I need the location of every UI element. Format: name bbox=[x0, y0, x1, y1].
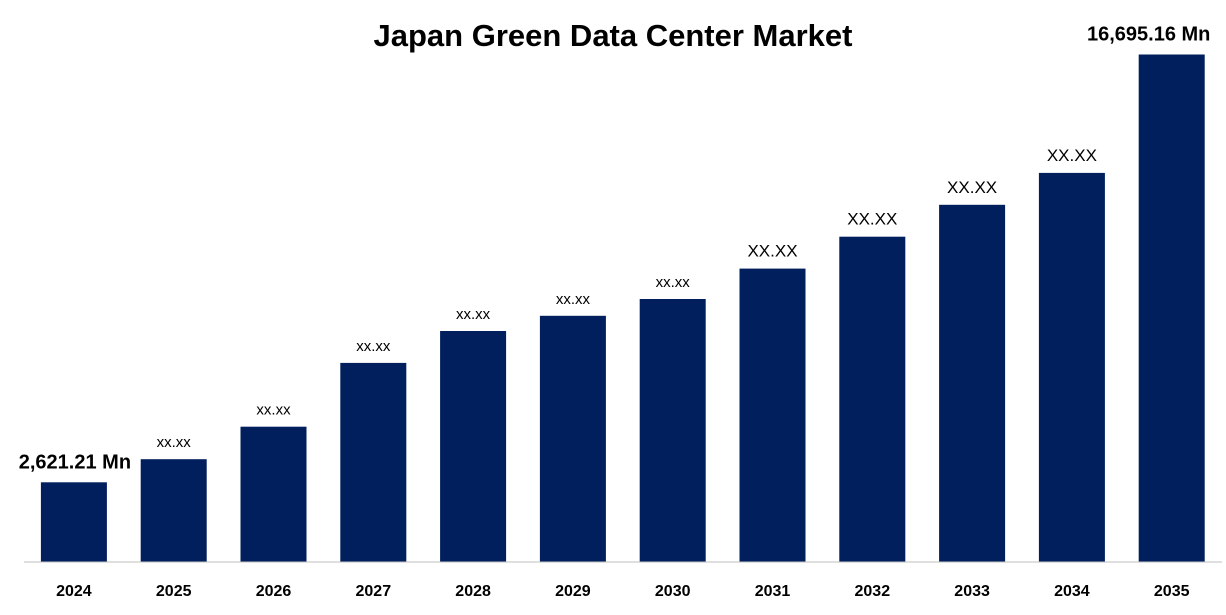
bar-2032 bbox=[839, 236, 906, 562]
bar-2034 bbox=[1038, 172, 1105, 562]
data-label-2024: 2,621.21 Mn bbox=[19, 451, 131, 473]
data-label-2029: xx.xx bbox=[556, 291, 591, 308]
bar-2027 bbox=[340, 362, 407, 562]
bar-2033 bbox=[939, 204, 1006, 563]
x-tick-labels-group: 2024 2025 2026 2027 2028 2029 2030 2031 2032 2033… bbox=[56, 583, 1189, 600]
bar-2028 bbox=[440, 331, 507, 562]
bar-2029 bbox=[539, 315, 606, 562]
chart-title: Japan Green Data Center Market bbox=[373, 18, 853, 53]
data-label-2034: XX.XX bbox=[1047, 146, 1097, 165]
x-tick-label-2034: 2034 bbox=[1054, 583, 1090, 600]
x-tick-label-2032: 2032 bbox=[855, 583, 891, 600]
bar-2026 bbox=[240, 426, 307, 562]
x-tick-label-2029: 2029 bbox=[555, 583, 591, 600]
data-label-2028: xx.xx bbox=[456, 306, 491, 323]
data-label-2025: xx.xx bbox=[157, 434, 192, 451]
x-tick-label-2035: 2035 bbox=[1154, 583, 1190, 600]
data-label-2026: xx.xx bbox=[256, 402, 291, 419]
bar-2031 bbox=[739, 268, 806, 562]
x-tick-label-2033: 2033 bbox=[954, 583, 990, 600]
bar-2035 bbox=[1138, 54, 1205, 562]
x-tick-label-2024: 2024 bbox=[56, 583, 92, 600]
x-tick-label-2025: 2025 bbox=[156, 583, 192, 600]
bar-2025 bbox=[140, 459, 207, 562]
data-label-2027: xx.xx bbox=[356, 338, 391, 355]
data-labels-group: 2,621.21 Mn xx.xx xx.xx xx.xx xx.xx xx.xx xx.x… bbox=[19, 24, 1211, 474]
x-tick-label-2030: 2030 bbox=[655, 583, 691, 600]
data-label-2035: 16,695.16 Mn bbox=[1087, 24, 1210, 46]
data-label-2032: XX.XX bbox=[847, 210, 897, 229]
x-tick-label-2027: 2027 bbox=[356, 583, 392, 600]
bars-group bbox=[40, 54, 1205, 563]
x-tick-label-2031: 2031 bbox=[755, 583, 791, 600]
bar-2030 bbox=[639, 299, 706, 562]
data-label-2030: xx.xx bbox=[656, 274, 691, 291]
data-label-2033: XX.XX bbox=[947, 178, 997, 197]
bar-2024 bbox=[40, 482, 107, 562]
x-tick-label-2026: 2026 bbox=[256, 583, 292, 600]
data-label-2031: XX.XX bbox=[747, 242, 797, 261]
x-tick-label-2028: 2028 bbox=[455, 583, 491, 600]
